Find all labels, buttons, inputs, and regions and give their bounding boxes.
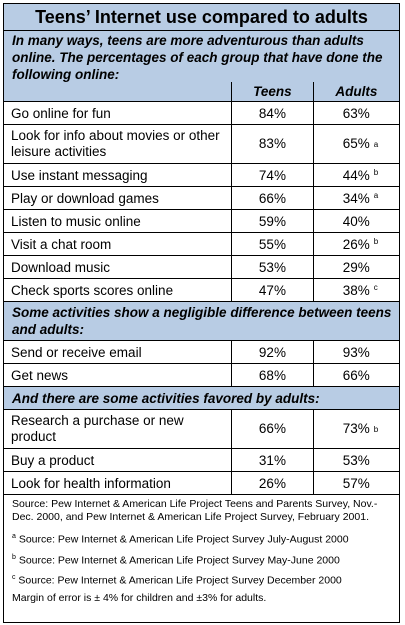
adults-value: 66% bbox=[342, 367, 370, 383]
table-row: Play or download games 66% 34% a bbox=[4, 186, 399, 210]
adults-value: 73% bbox=[342, 421, 370, 436]
adults-cell: 38% c bbox=[312, 278, 399, 302]
adults-cell: 93% bbox=[312, 340, 399, 364]
footnote-marker: b bbox=[373, 425, 379, 434]
adults-value: 44% bbox=[342, 167, 370, 183]
adults-value: 65% bbox=[342, 136, 370, 151]
adults-cell: 26% b bbox=[312, 232, 399, 256]
adults-value: 40% bbox=[342, 213, 370, 229]
teens-value: 59% bbox=[231, 209, 314, 233]
margin-of-error-note: Margin of error is ± 4% for children and… bbox=[12, 591, 267, 604]
footnote-marker: c bbox=[373, 283, 378, 292]
adults-value: 63% bbox=[342, 105, 370, 121]
section-heading-row: And there are some activities favored by… bbox=[4, 386, 399, 410]
section1-rows: Go online for fun 84% 63% Look for info abo… bbox=[4, 101, 399, 302]
footnote-text: Source: Pew Internet & American Life Pro… bbox=[15, 533, 349, 546]
teens-value: 92% bbox=[231, 340, 314, 364]
activity-label: Buy a product bbox=[4, 448, 233, 472]
activity-label: Research a purchase or new product bbox=[4, 409, 233, 449]
teens-value: 53% bbox=[231, 255, 314, 279]
adults-value: 57% bbox=[342, 475, 370, 491]
activity-label: Look for info about movies or other leis… bbox=[4, 124, 233, 164]
activity-label: Go online for fun bbox=[4, 101, 233, 125]
footnote-line: b Source: Pew Internet & American Life P… bbox=[12, 551, 391, 568]
adults-value: 93% bbox=[342, 344, 370, 360]
column-header-adults: Adults bbox=[312, 82, 399, 102]
footnote-text: Source: Pew Internet & American Life Pro… bbox=[15, 574, 342, 587]
section-heading-row: Some activities show a negligible differ… bbox=[4, 301, 399, 341]
activity-label: Download music bbox=[4, 255, 233, 279]
teens-value: 66% bbox=[231, 186, 314, 210]
adults-cell: 40% bbox=[312, 209, 399, 233]
adults-value: 53% bbox=[342, 452, 370, 468]
adults-cell: 57% bbox=[312, 471, 399, 495]
adults-cell: 63% bbox=[312, 101, 399, 125]
table-row: Send or receive email 92% 93% bbox=[4, 340, 399, 364]
adults-cell: 73% b bbox=[312, 409, 399, 449]
adults-cell: 66% bbox=[312, 363, 399, 387]
footnote-marker: b bbox=[373, 237, 379, 246]
section3-rows: Research a purchase or new product 66% 73%… bbox=[4, 409, 399, 495]
footnote-text: Source: Pew Internet & American Life Pro… bbox=[15, 554, 340, 566]
table-row: Listen to music online 59% 40% bbox=[4, 209, 399, 233]
comparison-table: Teens Adults Go online for fun 84% 63% Look… bbox=[4, 82, 399, 495]
activity-label: Listen to music online bbox=[4, 209, 233, 233]
activity-label: Use instant messaging bbox=[4, 163, 233, 187]
teens-value: 83% bbox=[231, 124, 314, 164]
table-row: Go online for fun 84% 63% bbox=[4, 101, 399, 125]
table-row: Check sports scores online 47% 38% c bbox=[4, 278, 399, 302]
column-header-teens: Teens bbox=[231, 82, 314, 102]
activity-label: Play or download games bbox=[4, 186, 233, 210]
teens-value: 55% bbox=[231, 232, 314, 256]
adults-value: 34% bbox=[342, 190, 370, 206]
footnote-mark: b bbox=[12, 553, 16, 561]
teens-value: 31% bbox=[231, 448, 314, 472]
table-row: Look for health information 26% 57% bbox=[4, 471, 399, 495]
teens-value: 47% bbox=[231, 278, 314, 302]
adults-value: 26% bbox=[342, 236, 370, 252]
source-note: Source: Pew Internet & American Life Pro… bbox=[12, 498, 378, 523]
section2-heading: Some activities show a negligible differ… bbox=[4, 301, 399, 341]
adults-cell: 53% bbox=[312, 448, 399, 472]
teens-value: 68% bbox=[231, 363, 314, 387]
adults-cell: 29% bbox=[312, 255, 399, 279]
footnote-line: a Source: Pew Internet & American Life P… bbox=[12, 530, 391, 547]
table-title: Teens’ Internet use compared to adults bbox=[4, 4, 399, 31]
activity-label: Send or receive email bbox=[4, 340, 233, 364]
table-row: Visit a chat room 55% 26% b bbox=[4, 232, 399, 256]
adults-cell: 65% a bbox=[312, 124, 399, 164]
table-card: Teens’ Internet use compared to adults I… bbox=[3, 3, 400, 623]
footnote-marker: a bbox=[373, 191, 379, 200]
adults-value: 29% bbox=[342, 259, 370, 275]
activity-label: Get news bbox=[4, 363, 233, 387]
header-spacer bbox=[4, 82, 233, 102]
section2-rows: Send or receive email 92% 93% Get news 68% 66… bbox=[4, 340, 399, 387]
notes-block: Source: Pew Internet & American Life Pro… bbox=[4, 495, 399, 605]
activity-label: Look for health information bbox=[4, 471, 233, 495]
teens-value: 74% bbox=[231, 163, 314, 187]
footnote-line: c Source: Pew Internet & American Life P… bbox=[12, 571, 391, 588]
footnote-mark: a bbox=[12, 533, 16, 540]
table-row: Use instant messaging 74% 44% b bbox=[4, 163, 399, 187]
table-row: Buy a product 31% 53% bbox=[4, 448, 399, 472]
teens-value: 26% bbox=[231, 471, 314, 495]
intro-text: In many ways, teens are more adventurous… bbox=[4, 31, 399, 82]
column-header-row: Teens Adults bbox=[4, 82, 399, 102]
teens-value: 84% bbox=[231, 101, 314, 125]
footnote-marker: b bbox=[373, 168, 379, 177]
table-row: Look for info about movies or other leis… bbox=[4, 124, 399, 164]
table-row: Download music 53% 29% bbox=[4, 255, 399, 279]
adults-value: 38% bbox=[342, 282, 370, 298]
adults-cell: 34% a bbox=[312, 186, 399, 210]
activity-label: Check sports scores online bbox=[4, 278, 233, 302]
adults-cell: 44% b bbox=[312, 163, 399, 187]
footnote-marker: a bbox=[373, 140, 379, 149]
teens-value: 66% bbox=[231, 409, 314, 449]
table-row: Get news 68% 66% bbox=[4, 363, 399, 387]
footnote-mark: c bbox=[12, 574, 16, 581]
table-row: Research a purchase or new product 66% 73%… bbox=[4, 409, 399, 449]
section3-heading: And there are some activities favored by… bbox=[4, 386, 399, 410]
activity-label: Visit a chat room bbox=[4, 232, 233, 256]
